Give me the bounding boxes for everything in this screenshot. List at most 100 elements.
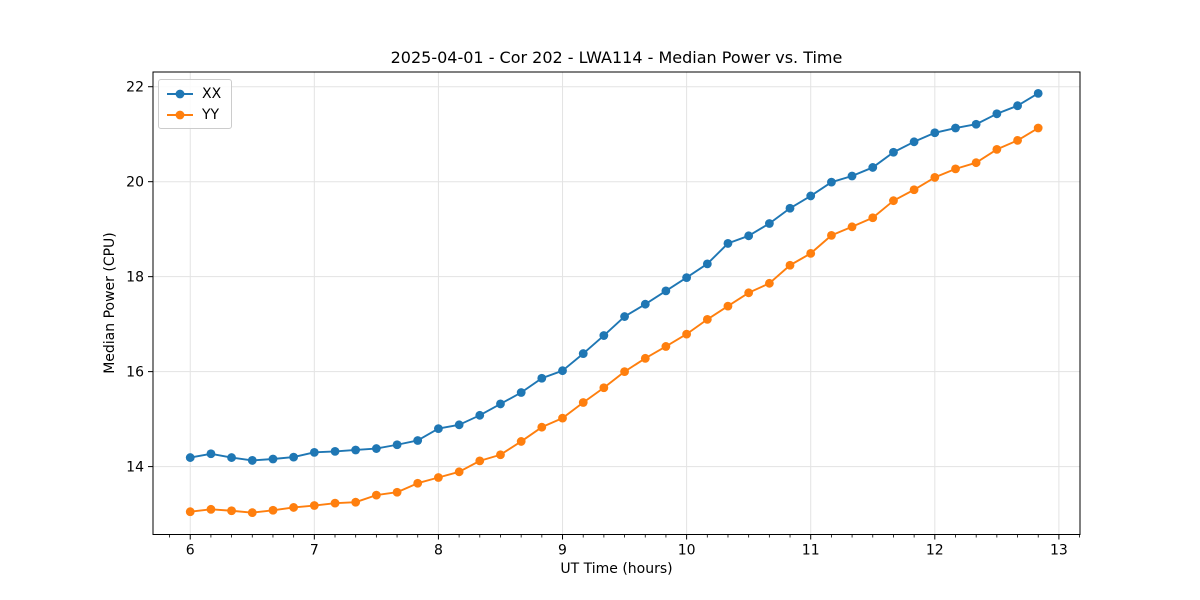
data-point-yy <box>992 145 1002 154</box>
data-point-xx <box>185 453 195 462</box>
data-point-xx <box>558 366 567 376</box>
data-point-xx <box>227 453 236 462</box>
x-tick-label: 10 <box>678 543 696 559</box>
data-point-yy <box>1033 123 1043 133</box>
data-point-xx <box>702 259 712 269</box>
data-point-xx <box>909 137 919 147</box>
data-point-xx <box>392 440 402 450</box>
legend-line-marker-xx-icon <box>167 89 193 98</box>
data-point-yy <box>1013 135 1022 145</box>
data-point-xx <box>1013 101 1022 111</box>
data-point-yy <box>971 158 981 168</box>
legend-label-yy: YY <box>202 106 220 123</box>
data-point-yy <box>702 314 712 324</box>
data-point-yy <box>785 260 795 270</box>
x-tick-label: 9 <box>558 543 567 559</box>
data-point-xx <box>764 219 774 228</box>
data-point-xx <box>496 399 505 409</box>
data-point-yy <box>185 507 195 517</box>
data-point-xx <box>847 171 857 181</box>
data-point-yy <box>744 288 754 298</box>
data-point-yy <box>392 487 402 497</box>
data-point-xx <box>351 445 361 455</box>
data-point-yy <box>537 422 547 432</box>
data-point-yy <box>723 301 733 311</box>
data-point-xx <box>992 109 1002 119</box>
data-point-xx <box>454 420 464 430</box>
data-point-xx <box>578 349 588 358</box>
y-tick-label: 16 <box>126 365 144 381</box>
data-point-yy <box>806 248 816 258</box>
data-point-xx <box>206 449 216 459</box>
data-point-xx <box>827 177 836 187</box>
data-point-xx <box>537 373 547 383</box>
data-point-yy <box>889 196 898 206</box>
data-point-yy <box>227 506 236 516</box>
data-point-xx <box>1033 88 1043 98</box>
legend-item-yy: YY <box>166 104 221 125</box>
data-point-yy <box>454 467 464 477</box>
data-point-yy <box>599 383 609 393</box>
legend-line-marker-yy-icon <box>167 110 193 119</box>
data-point-xx <box>330 447 340 456</box>
data-point-xx <box>640 299 650 309</box>
data-point-yy <box>764 278 774 288</box>
data-point-xx <box>785 203 795 213</box>
data-point-xx <box>930 128 940 138</box>
data-point-yy <box>578 398 588 407</box>
data-point-yy <box>909 185 919 195</box>
data-point-xx <box>682 273 692 283</box>
x-tick-label: 7 <box>310 543 319 559</box>
y-tick-label: 20 <box>126 175 144 191</box>
data-point-yy <box>868 213 878 223</box>
legend: XX YY <box>158 79 233 129</box>
y-tick-label: 18 <box>126 270 144 286</box>
data-point-yy <box>247 508 257 518</box>
data-point-yy <box>682 329 692 339</box>
data-point-yy <box>289 503 298 512</box>
data-point-xx <box>309 447 319 457</box>
x-tick-label: 6 <box>186 543 195 559</box>
data-point-yy <box>827 230 836 240</box>
data-point-yy <box>640 353 650 363</box>
data-point-xx <box>599 331 609 340</box>
data-point-xx <box>806 191 816 201</box>
data-point-xx <box>868 163 878 172</box>
data-point-xx <box>971 119 981 129</box>
x-tick-label: 12 <box>926 543 944 559</box>
data-point-xx <box>516 388 526 397</box>
legend-item-xx: XX <box>166 83 221 104</box>
x-axis-label: UT Time (hours) <box>560 561 673 577</box>
data-point-xx <box>413 436 423 445</box>
data-point-yy <box>434 473 443 482</box>
data-point-yy <box>413 478 423 488</box>
data-point-yy <box>330 498 340 508</box>
x-tick-label: 13 <box>1050 543 1068 559</box>
x-tick-label: 11 <box>802 543 820 559</box>
plot-border <box>152 71 1081 535</box>
data-point-xx <box>951 123 960 133</box>
data-point-xx <box>434 424 443 434</box>
data-point-yy <box>475 456 485 466</box>
data-point-xx <box>744 231 754 241</box>
data-point-yy <box>268 505 278 515</box>
data-point-yy <box>847 222 857 232</box>
data-point-yy <box>661 342 671 351</box>
y-axis-label: Median Power (CPU) <box>102 232 118 374</box>
data-point-yy <box>206 504 216 514</box>
data-point-yy <box>496 450 505 460</box>
data-point-yy <box>371 490 381 500</box>
data-point-xx <box>475 410 485 420</box>
legend-label-xx: XX <box>202 85 222 102</box>
chart-title: 2025-04-01 - Cor 202 - LWA114 - Median P… <box>390 48 843 67</box>
y-tick-label: 22 <box>126 80 144 96</box>
data-point-yy <box>620 367 629 377</box>
data-point-yy <box>516 437 526 446</box>
data-point-xx <box>889 147 898 157</box>
data-point-xx <box>620 312 629 321</box>
data-point-xx <box>723 239 733 248</box>
data-point-yy <box>558 413 567 423</box>
data-point-yy <box>951 164 960 174</box>
